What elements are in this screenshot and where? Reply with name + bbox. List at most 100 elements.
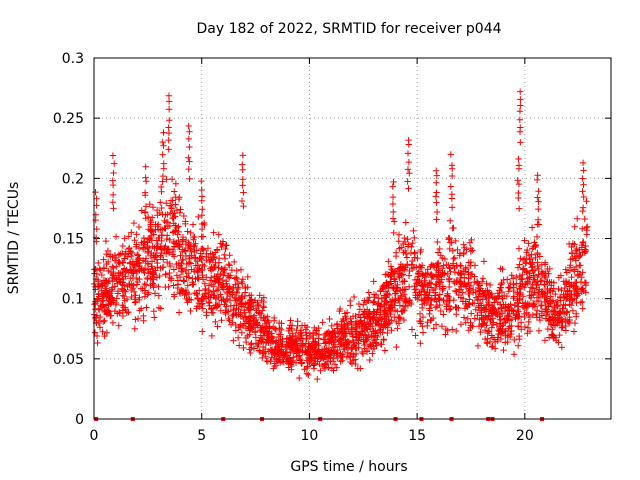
data-point <box>171 210 178 217</box>
data-point <box>483 315 491 323</box>
data-point <box>270 365 277 372</box>
data-point <box>245 304 253 311</box>
data-point <box>480 258 488 265</box>
data-point <box>207 250 214 257</box>
data-point <box>581 248 588 255</box>
data-point <box>244 284 251 291</box>
data-point <box>169 229 177 236</box>
data-point <box>212 318 219 326</box>
data-point <box>186 259 193 266</box>
data-point <box>363 310 371 318</box>
data-point <box>440 311 447 318</box>
data-point <box>453 327 460 335</box>
data-point <box>381 347 389 354</box>
data-point <box>399 302 407 310</box>
data-point <box>399 271 407 278</box>
data-point <box>92 286 99 293</box>
y-axis-label: SRMTID / TECUs <box>6 182 22 295</box>
data-point <box>147 268 154 276</box>
data-point <box>135 223 143 231</box>
data-point <box>568 273 575 281</box>
data-point <box>480 305 488 312</box>
data-point <box>471 262 479 269</box>
data-point <box>251 312 258 319</box>
data-point <box>161 217 168 225</box>
data-point <box>162 250 170 258</box>
data-point <box>521 310 528 318</box>
data-point <box>498 329 506 336</box>
data-point <box>478 315 485 323</box>
data-point <box>326 315 333 323</box>
data-point <box>191 254 199 261</box>
data-point <box>461 274 468 281</box>
data-point <box>208 332 216 340</box>
data-point <box>436 291 443 298</box>
data-point <box>180 212 188 220</box>
data-point <box>276 350 284 357</box>
spike-point <box>514 177 521 184</box>
data-point <box>408 261 416 268</box>
data-point <box>246 292 253 299</box>
data-point <box>417 340 424 347</box>
data-point <box>544 325 552 333</box>
data-point <box>147 221 154 228</box>
spike-point <box>142 174 149 181</box>
data-point <box>533 314 541 321</box>
data-point <box>335 338 342 345</box>
data-point <box>479 275 487 282</box>
data-point <box>352 350 360 357</box>
data-point <box>166 202 174 209</box>
data-point <box>407 249 415 257</box>
data-point <box>103 285 110 292</box>
data-point <box>184 228 191 235</box>
data-point <box>426 288 433 296</box>
data-point <box>426 305 433 312</box>
data-point <box>256 337 263 344</box>
data-point <box>436 245 443 253</box>
spike-point <box>110 169 117 177</box>
data-point <box>153 274 161 281</box>
data-point <box>207 274 215 281</box>
data-point <box>94 339 101 347</box>
spike-point <box>239 166 246 173</box>
data-point <box>359 350 367 358</box>
data-point <box>361 314 368 321</box>
spike-point <box>432 167 440 174</box>
spike-point <box>142 215 150 222</box>
data-point <box>315 350 322 357</box>
spike-point <box>389 193 397 201</box>
data-point <box>136 254 143 262</box>
data-point <box>525 318 532 326</box>
spike-point <box>159 178 166 185</box>
data-point <box>160 256 167 263</box>
spike-point <box>517 96 524 103</box>
data-point <box>314 375 321 383</box>
data-point <box>438 323 446 330</box>
data-point <box>232 295 240 302</box>
data-point <box>450 224 457 232</box>
data-point <box>583 231 590 238</box>
data-point <box>136 275 143 283</box>
spike-point <box>142 203 150 210</box>
data-point <box>207 265 214 272</box>
data-point <box>220 267 228 275</box>
y-tick-label: 0.25 <box>53 111 84 127</box>
data-point <box>488 324 495 331</box>
data-point <box>460 241 467 248</box>
data-point <box>326 338 333 345</box>
data-point <box>188 252 195 259</box>
data-point <box>280 352 287 359</box>
data-point <box>442 325 450 333</box>
data-point <box>218 297 225 304</box>
spike-point <box>389 215 397 222</box>
data-point <box>281 352 288 360</box>
data-point <box>565 287 573 294</box>
data-point <box>581 215 588 223</box>
data-point <box>95 290 102 297</box>
data-point <box>570 328 578 335</box>
data-point <box>387 278 395 285</box>
data-point <box>542 274 549 281</box>
data-point <box>411 276 419 284</box>
spike-point <box>579 159 587 167</box>
